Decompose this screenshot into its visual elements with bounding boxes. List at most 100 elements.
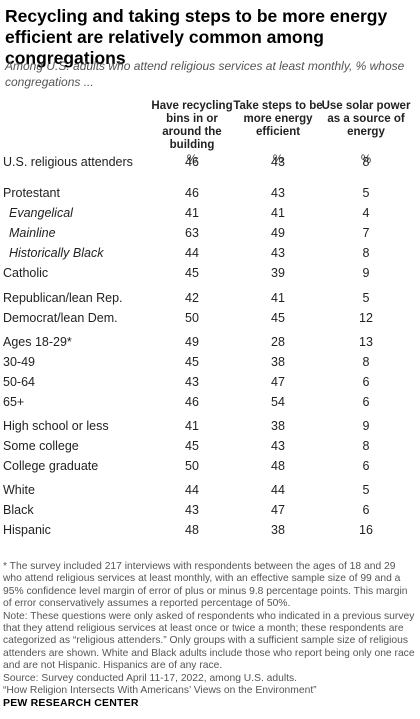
cell-energy-efficient: 47: [271, 503, 285, 517]
row-label: Hispanic: [3, 523, 51, 537]
cell-recycling-bins: 42: [185, 291, 199, 305]
cell-solar-power: 9: [362, 419, 370, 433]
cell-recycling-bins: 46: [185, 155, 199, 169]
cell-solar-power: 6: [362, 459, 370, 473]
row-label: Catholic: [3, 266, 49, 280]
row-label: Historically Black: [9, 246, 104, 260]
column-header-energy-efficient: Take steps to be more energy efficient: [233, 100, 323, 138]
table-row: Hispanic 48 38 16: [0, 521, 420, 542]
cell-energy-efficient: 43: [271, 439, 285, 453]
cell-recycling-bins: 48: [185, 523, 199, 537]
row-label: Evangelical: [9, 206, 73, 220]
row-label: Black: [3, 503, 34, 517]
row-label: Protestant: [3, 186, 60, 200]
cell-recycling-bins: 41: [185, 419, 199, 433]
row-label: 65+: [3, 395, 25, 409]
table-row: Protestant 46 43 5: [0, 184, 420, 205]
table-row: Republican/lean Rep. 42 41 5: [0, 289, 420, 310]
table-row: White 44 44 5: [0, 481, 420, 502]
table-row: 65+ 46 54 6: [0, 393, 420, 414]
cell-energy-efficient: 48: [271, 459, 285, 473]
cell-recycling-bins: 45: [185, 439, 199, 453]
cell-solar-power: 9: [362, 266, 370, 280]
cell-recycling-bins: 43: [185, 375, 199, 389]
cell-energy-efficient: 54: [271, 395, 285, 409]
cell-energy-efficient: 28: [271, 335, 285, 349]
cell-recycling-bins: 44: [185, 483, 199, 497]
row-label: White: [3, 483, 35, 497]
cell-energy-efficient: 38: [271, 419, 285, 433]
cell-recycling-bins: 50: [185, 459, 199, 473]
cell-recycling-bins: 49: [185, 335, 199, 349]
row-label: U.S. religious attenders: [3, 155, 133, 169]
column-header-solar-power: Use solar power as a source of energy: [321, 100, 411, 138]
row-label: 50-64: [3, 375, 35, 389]
cell-solar-power: 4: [362, 206, 370, 220]
cell-solar-power: 8: [362, 439, 370, 453]
cell-energy-efficient: 39: [271, 266, 285, 280]
cell-energy-efficient: 43: [271, 155, 285, 169]
cell-energy-efficient: 41: [271, 206, 285, 220]
cell-recycling-bins: 45: [185, 266, 199, 280]
table-row: Mainline 63 49 7: [0, 224, 420, 245]
row-label: Some college: [3, 439, 79, 453]
cell-recycling-bins: 46: [185, 395, 199, 409]
cell-energy-efficient: 38: [271, 355, 285, 369]
footnote-report-title: “How Religion Intersects With Americans’…: [3, 685, 317, 697]
brand-wordmark: PEW RESEARCH CENTER: [3, 697, 139, 709]
row-label: 30-49: [3, 355, 35, 369]
unit-label-solar-power: %: [360, 154, 372, 166]
cell-recycling-bins: 46: [185, 186, 199, 200]
table-row: 30-49 45 38 8: [0, 353, 420, 374]
chart-title: Recycling and taking steps to be more en…: [5, 6, 388, 68]
footnote-note: Note: These questions were only asked of…: [3, 610, 415, 672]
row-label: High school or less: [3, 419, 109, 433]
cell-energy-efficient: 43: [271, 186, 285, 200]
table-row: Evangelical 41 41 4: [0, 204, 420, 225]
cell-solar-power: 7: [362, 226, 370, 240]
table-row: High school or less 41 38 9: [0, 417, 420, 438]
footnotes: * The survey included 217 interviews wit…: [3, 561, 417, 697]
cell-recycling-bins: 45: [185, 355, 199, 369]
table-row: Ages 18-29* 49 28 13: [0, 333, 420, 354]
cell-recycling-bins: 50: [185, 311, 199, 325]
table-row: 50-64 43 47 6: [0, 373, 420, 394]
table-row: U.S. religious attenders 46 43 8: [0, 153, 420, 174]
table-row: Some college 45 43 8: [0, 437, 420, 458]
unit-label-energy-efficient: %: [272, 154, 284, 166]
cell-energy-efficient: 47: [271, 375, 285, 389]
cell-solar-power: 5: [362, 483, 370, 497]
cell-energy-efficient: 41: [271, 291, 285, 305]
cell-solar-power: 8: [362, 155, 370, 169]
chart-subtitle: Among U.S. adults who attend religious s…: [5, 59, 405, 89]
cell-energy-efficient: 38: [271, 523, 285, 537]
cell-solar-power: 6: [362, 503, 370, 517]
row-label: Mainline: [9, 226, 56, 240]
cell-energy-efficient: 43: [271, 246, 285, 260]
table-row: Catholic 45 39 9: [0, 264, 420, 285]
table-row: Democrat/lean Dem. 50 45 12: [0, 309, 420, 330]
row-label: College graduate: [3, 459, 99, 473]
cell-solar-power: 6: [362, 395, 370, 409]
cell-solar-power: 12: [359, 311, 373, 325]
cell-solar-power: 16: [359, 523, 373, 537]
table-row: Black 43 47 6: [0, 501, 420, 522]
cell-solar-power: 6: [362, 375, 370, 389]
cell-solar-power: 5: [362, 291, 370, 305]
row-label: Republican/lean Rep.: [3, 291, 123, 305]
cell-solar-power: 8: [362, 246, 370, 260]
cell-energy-efficient: 44: [271, 483, 285, 497]
table-row: Historically Black 44 43 8: [0, 244, 420, 265]
table-row: College graduate 50 48 6: [0, 457, 420, 478]
cell-recycling-bins: 41: [185, 206, 199, 220]
cell-recycling-bins: 63: [185, 226, 199, 240]
footnote-source: Source: Survey conducted April 11-17, 20…: [3, 672, 298, 684]
cell-energy-efficient: 49: [271, 226, 285, 240]
cell-recycling-bins: 44: [185, 246, 199, 260]
cell-solar-power: 13: [359, 335, 373, 349]
row-label: Ages 18-29*: [3, 335, 72, 349]
cell-recycling-bins: 43: [185, 503, 199, 517]
row-label: Democrat/lean Dem.: [3, 311, 118, 325]
column-header-recycling-bins: Have recycling bins in or around the bui…: [151, 100, 233, 151]
unit-label-recycling-bins: %: [186, 154, 198, 166]
